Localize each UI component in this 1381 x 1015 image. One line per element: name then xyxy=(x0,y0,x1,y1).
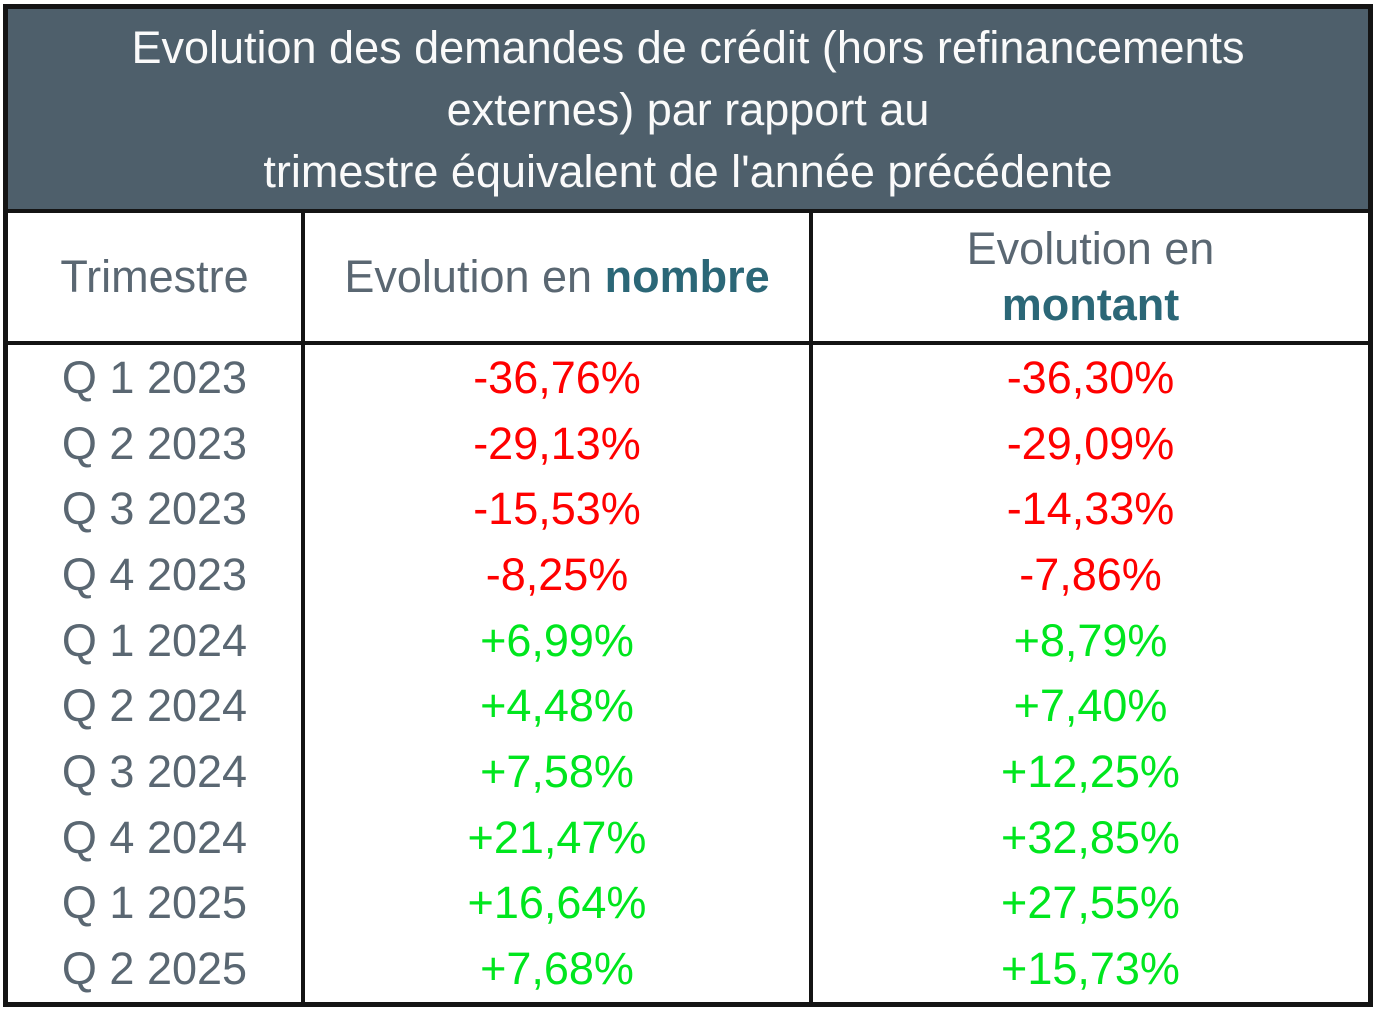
nombre-value-cell: -36,76% xyxy=(473,351,641,403)
nombre-value-cell: +7,68% xyxy=(480,943,634,995)
quarter-cell: Q 4 2024 xyxy=(61,811,248,863)
column-header-montant-prefix: Evolution en xyxy=(966,223,1215,274)
nombre-value-cell: -29,13% xyxy=(473,417,641,469)
quarter-cell: Q 2 2025 xyxy=(61,943,248,995)
table-body: Q 1 2023 Q 2 2023 Q 3 2023 Q 4 2023 Q 1 2024… xyxy=(8,345,1368,1002)
montant-column: -36,30% -29,09% -14,33% -7,86% +8,79% +7,40% +… xyxy=(813,345,1368,1002)
nombre-value-cell: +6,99% xyxy=(480,614,634,666)
nombre-column: -36,76% -29,13% -15,53% -8,25% +6,99% +4,48% +… xyxy=(301,345,813,1002)
quarter-cell: Q 1 2024 xyxy=(61,614,248,666)
nombre-value-cell: +7,58% xyxy=(480,746,634,798)
montant-value-cell: -29,09% xyxy=(1006,417,1175,469)
column-header-montant: Evolution en montant xyxy=(813,213,1368,341)
table-header-row: Trimestre Evolution en nombre Evolution … xyxy=(8,213,1368,345)
table-title-line-2: externes) par rapport au xyxy=(446,84,930,135)
montant-value-cell: +12,25% xyxy=(1001,746,1180,798)
quarter-cell: Q 1 2023 xyxy=(61,351,248,403)
column-header-nombre-label: nombre xyxy=(604,251,770,302)
column-header-nombre-prefix: Evolution en xyxy=(344,251,593,302)
montant-value-cell: +8,79% xyxy=(1013,614,1168,666)
montant-value-cell: +15,73% xyxy=(1001,943,1180,995)
table-title-line-3: trimestre équivalent de l'année précéden… xyxy=(263,146,1113,197)
column-header-montant-label: montant xyxy=(1001,279,1180,330)
montant-value-cell: +7,40% xyxy=(1013,680,1168,732)
column-header-trimestre: Trimestre xyxy=(8,213,301,341)
nombre-value-cell: +4,48% xyxy=(480,680,634,732)
quarter-cell: Q 3 2023 xyxy=(61,483,248,535)
quarter-cell: Q 1 2025 xyxy=(61,877,248,929)
table-title: Evolution des demandes de crédit (hors r… xyxy=(8,9,1368,213)
montant-value-cell: -36,30% xyxy=(1006,351,1175,403)
quarter-cell: Q 2 2023 xyxy=(61,417,248,469)
montant-value-cell: +32,85% xyxy=(1001,811,1180,863)
quarter-cell: Q 2 2024 xyxy=(61,680,248,732)
quarter-cell: Q 3 2024 xyxy=(61,746,248,798)
montant-value-cell: -14,33% xyxy=(1006,483,1175,535)
column-header-nombre: Evolution en nombre xyxy=(301,213,813,341)
column-header-trimestre-label: Trimestre xyxy=(60,251,249,302)
nombre-value-cell: -15,53% xyxy=(473,483,641,535)
credit-evolution-table: Evolution des demandes de crédit (hors r… xyxy=(3,4,1373,1007)
montant-value-cell: -7,86% xyxy=(1019,548,1162,600)
quarter-column: Q 1 2023 Q 2 2023 Q 3 2023 Q 4 2023 Q 1 2024… xyxy=(8,345,301,1002)
montant-value-cell: +27,55% xyxy=(1001,877,1180,929)
nombre-value-cell: -8,25% xyxy=(485,548,629,600)
spacer xyxy=(592,251,605,303)
nombre-value-cell: +21,47% xyxy=(467,811,647,863)
quarter-cell: Q 4 2023 xyxy=(61,548,248,600)
nombre-value-cell: +16,64% xyxy=(467,877,647,929)
table-title-line-1: Evolution des demandes de crédit (hors r… xyxy=(131,22,1245,73)
